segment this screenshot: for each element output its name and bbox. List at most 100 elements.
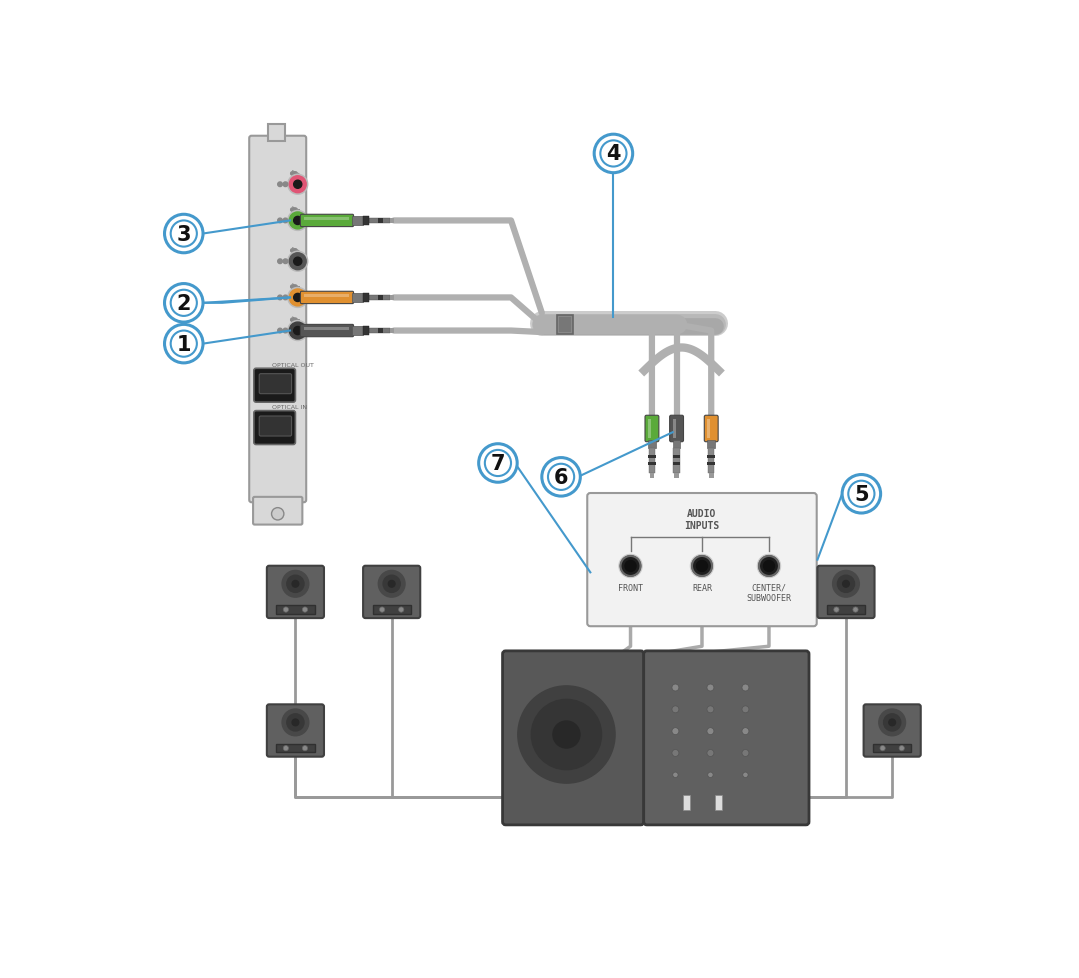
Text: OPTICAL OUT: OPTICAL OUT [272, 363, 313, 368]
Circle shape [283, 329, 288, 333]
Circle shape [288, 211, 308, 231]
Circle shape [290, 286, 295, 289]
FancyBboxPatch shape [267, 566, 324, 618]
Circle shape [283, 260, 288, 264]
Circle shape [696, 561, 708, 572]
Circle shape [289, 177, 306, 194]
Circle shape [398, 607, 404, 612]
Circle shape [293, 217, 302, 225]
Circle shape [283, 183, 288, 188]
Circle shape [531, 699, 602, 770]
Circle shape [277, 260, 283, 264]
Bar [683, 795, 691, 811]
Circle shape [288, 321, 308, 341]
Circle shape [707, 685, 714, 691]
Circle shape [277, 183, 283, 188]
Circle shape [837, 576, 855, 593]
Circle shape [479, 444, 517, 483]
FancyBboxPatch shape [300, 215, 354, 227]
Circle shape [672, 750, 679, 757]
Circle shape [277, 329, 283, 333]
Circle shape [383, 576, 400, 593]
Bar [648, 448, 655, 474]
FancyBboxPatch shape [267, 704, 324, 757]
Circle shape [742, 728, 749, 734]
Circle shape [842, 475, 880, 513]
Circle shape [289, 253, 306, 271]
Circle shape [388, 581, 395, 588]
Circle shape [293, 319, 297, 322]
Circle shape [833, 571, 859, 598]
FancyBboxPatch shape [254, 498, 302, 525]
Circle shape [283, 295, 288, 300]
Circle shape [834, 607, 839, 612]
Circle shape [293, 249, 297, 253]
FancyBboxPatch shape [503, 651, 644, 825]
Bar [714, 795, 722, 811]
FancyBboxPatch shape [818, 566, 875, 618]
Circle shape [742, 685, 749, 691]
Circle shape [272, 509, 284, 520]
Text: CENTER/
SUBWOOFER: CENTER/ SUBWOOFER [747, 583, 792, 602]
Bar [873, 744, 912, 753]
Bar [650, 474, 654, 479]
FancyBboxPatch shape [670, 416, 683, 442]
Circle shape [742, 773, 748, 778]
Bar [304, 294, 349, 297]
Bar [391, 329, 394, 333]
Circle shape [672, 773, 678, 778]
Circle shape [289, 323, 306, 339]
Text: 7: 7 [491, 454, 505, 473]
Bar [672, 463, 681, 466]
Circle shape [379, 571, 405, 598]
FancyBboxPatch shape [249, 137, 306, 503]
FancyBboxPatch shape [259, 375, 291, 394]
Circle shape [757, 555, 780, 578]
Circle shape [288, 175, 308, 195]
Bar [364, 217, 369, 226]
Bar [827, 605, 865, 614]
Bar [708, 448, 714, 474]
Circle shape [672, 706, 679, 713]
Bar [353, 217, 364, 226]
Circle shape [164, 215, 203, 253]
Circle shape [290, 249, 295, 253]
Text: 4: 4 [606, 145, 620, 164]
Text: 5: 5 [855, 484, 869, 505]
Circle shape [552, 721, 579, 748]
Bar [709, 474, 713, 479]
Circle shape [284, 746, 288, 751]
Bar [557, 316, 573, 334]
FancyBboxPatch shape [587, 494, 817, 627]
Bar [269, 125, 286, 142]
Circle shape [164, 285, 203, 323]
FancyBboxPatch shape [300, 325, 354, 337]
Bar [353, 294, 364, 302]
Circle shape [878, 709, 905, 736]
Text: FRONT: FRONT [618, 583, 643, 593]
Circle shape [293, 258, 302, 266]
Bar [364, 294, 369, 302]
Bar [369, 295, 391, 301]
Circle shape [287, 714, 304, 732]
Bar [648, 420, 651, 438]
Circle shape [302, 746, 308, 751]
Circle shape [707, 706, 714, 713]
Circle shape [899, 746, 904, 751]
Circle shape [742, 706, 749, 713]
Circle shape [764, 561, 775, 572]
Circle shape [292, 719, 299, 726]
Bar [378, 295, 383, 301]
Circle shape [843, 581, 849, 588]
FancyBboxPatch shape [863, 704, 920, 757]
Circle shape [290, 172, 295, 176]
Circle shape [707, 750, 714, 757]
FancyBboxPatch shape [254, 411, 296, 445]
Circle shape [284, 607, 288, 612]
Circle shape [293, 172, 297, 176]
Circle shape [518, 687, 615, 783]
Circle shape [277, 219, 283, 224]
Text: 1: 1 [177, 334, 191, 354]
Bar [364, 327, 369, 335]
Circle shape [283, 219, 288, 224]
